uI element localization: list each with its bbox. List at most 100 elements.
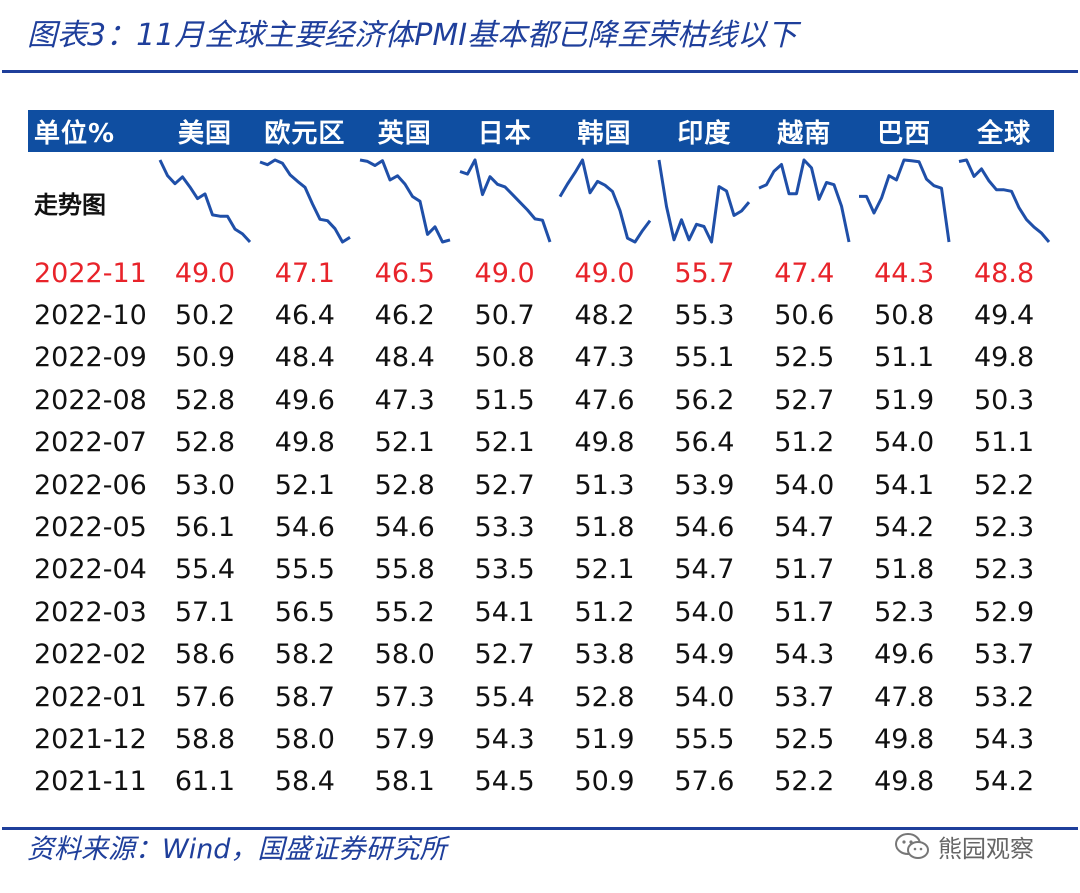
sparkline (158, 159, 252, 244)
table-row: 2022-06 53.0 52.1 52.8 52.7 51.3 53.9 54.0 54.1 5… (28, 464, 1054, 506)
pmi-value: 55.5 (674, 723, 735, 755)
trend-cell (155, 152, 255, 252)
row-date: 2021-12 (34, 723, 147, 755)
pmi-value: 57.3 (374, 681, 435, 713)
pmi-value: 47.6 (574, 384, 635, 416)
pmi-value: 51.1 (874, 342, 935, 374)
source-note: 资料来源：Wind，国盛证券研究所 (27, 834, 447, 865)
pmi-value: 44.3 (874, 257, 935, 289)
row-date: 2022-03 (34, 596, 147, 628)
table-row: 2022-03 57.1 56.5 55.2 54.1 51.2 54.0 51.7 52.3 5… (28, 591, 1054, 633)
pmi-value: 51.9 (574, 723, 635, 755)
pmi-value: 61.1 (174, 766, 235, 798)
pmi-value: 57.1 (174, 596, 235, 628)
row-date: 2022-05 (34, 512, 147, 544)
table-row: 2022-07 52.8 49.8 52.1 52.1 49.8 56.4 51.2 54.0 5… (28, 422, 1054, 464)
pmi-value: 58.8 (174, 723, 235, 755)
column-header: 韩国 (577, 118, 632, 149)
pmi-value: 56.2 (674, 384, 735, 416)
column-header: 欧元区 (264, 118, 346, 149)
pmi-value: 51.7 (774, 554, 835, 586)
trend-cell (355, 152, 455, 252)
pmi-value: 52.8 (374, 469, 435, 501)
trend-cell (555, 152, 655, 252)
pmi-value: 51.7 (774, 596, 835, 628)
pmi-value: 47.1 (274, 257, 335, 289)
pmi-value: 55.2 (374, 596, 435, 628)
pmi-value: 52.7 (774, 384, 835, 416)
pmi-value: 52.9 (974, 596, 1035, 628)
bottom-rule (2, 827, 1078, 830)
pmi-value: 54.7 (674, 554, 735, 586)
row-date: 2022-01 (34, 681, 147, 713)
table-row: 2021-12 58.8 58.0 57.9 54.3 51.9 55.5 52.5 49.8 5… (28, 718, 1054, 760)
sparkline-series (758, 158, 851, 243)
trend-cell (654, 152, 754, 252)
pmi-value: 55.8 (374, 554, 435, 586)
pmi-value: 57.6 (674, 766, 735, 798)
pmi-value: 55.4 (474, 681, 535, 713)
pmi-value: 50.8 (474, 342, 535, 374)
pmi-value: 51.1 (974, 427, 1035, 459)
pmi-value: 54.6 (674, 512, 735, 544)
figure-title: 图表3：11月全球主要经济体PMI基本都已降至荣枯线以下 (27, 18, 798, 53)
pmi-value: 49.8 (274, 427, 335, 459)
pmi-value: 51.5 (474, 384, 535, 416)
pmi-value: 56.4 (674, 427, 735, 459)
pmi-value: 50.7 (474, 300, 535, 332)
pmi-value: 54.5 (474, 766, 535, 798)
top-rule (2, 70, 1078, 73)
row-date: 2022-04 (34, 554, 147, 586)
pmi-value: 54.3 (774, 639, 835, 671)
pmi-value: 52.8 (574, 681, 635, 713)
pmi-value: 54.9 (674, 639, 735, 671)
pmi-value: 53.3 (474, 512, 535, 544)
pmi-value: 49.0 (474, 257, 535, 289)
pmi-value: 54.0 (674, 596, 735, 628)
pmi-value: 52.5 (774, 723, 835, 755)
pmi-value: 52.8 (174, 427, 235, 459)
pmi-value: 54.0 (674, 681, 735, 713)
pmi-value: 50.9 (174, 342, 235, 374)
sparkline (758, 158, 851, 243)
pmi-value: 49.8 (974, 342, 1035, 374)
pmi-value: 51.2 (574, 596, 635, 628)
pmi-value: 54.3 (474, 723, 535, 755)
trend-cell (854, 152, 954, 252)
pmi-value: 48.4 (374, 342, 435, 374)
sparkline (459, 158, 552, 243)
sparkline (657, 159, 751, 244)
pmi-value: 50.2 (174, 300, 235, 332)
pmi-value: 48.8 (974, 257, 1035, 289)
sparkline-series (259, 158, 351, 244)
trend-label: 走势图 (34, 190, 106, 219)
sparkline-series (859, 158, 951, 243)
pmi-value: 54.1 (874, 469, 935, 501)
pmi-value: 54.0 (774, 469, 835, 501)
pmi-value: 55.4 (174, 554, 235, 586)
pmi-value: 53.8 (574, 639, 635, 671)
pmi-value: 54.1 (474, 596, 535, 628)
pmi-value: 46.5 (374, 257, 435, 289)
pmi-value: 51.9 (874, 384, 935, 416)
sparkline-series (459, 158, 552, 243)
column-header: 美国 (177, 118, 232, 149)
column-header: 印度 (677, 118, 732, 149)
sparkline (259, 158, 351, 244)
table-row: 2022-02 58.6 58.2 58.0 52.7 53.8 54.9 54.3 49.6 5… (28, 634, 1054, 676)
pmi-value: 51.3 (574, 469, 635, 501)
table-row: 2022-05 56.1 54.6 54.6 53.3 51.8 54.6 54.7 54.2 5… (28, 506, 1054, 548)
pmi-value: 53.9 (674, 469, 735, 501)
row-date: 2022-02 (34, 639, 147, 671)
table-row: 2022-10 50.2 46.4 46.2 50.7 48.2 55.3 50.6 50.8 4… (28, 294, 1054, 336)
pmi-value: 50.9 (574, 766, 635, 798)
pmi-value: 54.7 (774, 512, 835, 544)
pmi-value: 55.1 (674, 342, 735, 374)
pmi-value: 57.6 (174, 681, 235, 713)
pmi-value: 58.2 (274, 639, 335, 671)
pmi-value: 53.7 (974, 639, 1035, 671)
trend-row: 走势图 (28, 152, 1054, 252)
sparkline (359, 158, 451, 244)
table-header: 单位% 美国 欧元区 英国 日本 韩国 印度 越南 巴西 全球 (28, 110, 1054, 152)
table-body: 2022-11 49.0 47.1 46.5 49.0 49.0 55.7 47.4 44.3 4… (28, 252, 1054, 803)
